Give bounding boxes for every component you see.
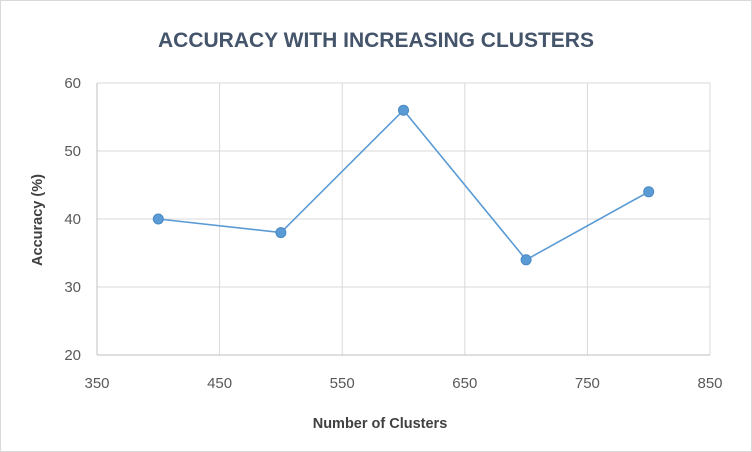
gridlines [97,82,711,355]
chart-title: ACCURACY WITH INCREASING CLUSTERS [158,29,594,52]
data-point [152,213,164,225]
y-axis-title: Accuracy (%) [30,174,46,266]
data-point [520,254,532,266]
data-point [275,227,287,239]
x-tick-label: 650 [452,375,477,392]
y-tick-label: 50 [64,143,81,160]
axes [96,83,710,356]
x-tick-label: 550 [330,375,355,392]
x-tick-label: 450 [207,375,232,392]
y-tick-label: 30 [64,279,81,296]
data-point [643,186,655,198]
y-tick-label: 60 [64,75,81,92]
y-tick-label: 20 [64,347,81,364]
series-layer [152,104,655,266]
x-axis-title: Number of Clusters [313,416,448,432]
series-line [158,109,650,261]
x-tick-label: 750 [575,375,600,392]
y-tick-label: 40 [64,211,81,228]
y-tick-labels: 20 30 40 50 60 [64,75,81,364]
x-tick-labels: 350 450 550 650 750 850 [84,375,722,392]
x-tick-label: 850 [697,375,722,392]
data-point [398,104,409,116]
x-tick-label: 350 [84,375,109,392]
